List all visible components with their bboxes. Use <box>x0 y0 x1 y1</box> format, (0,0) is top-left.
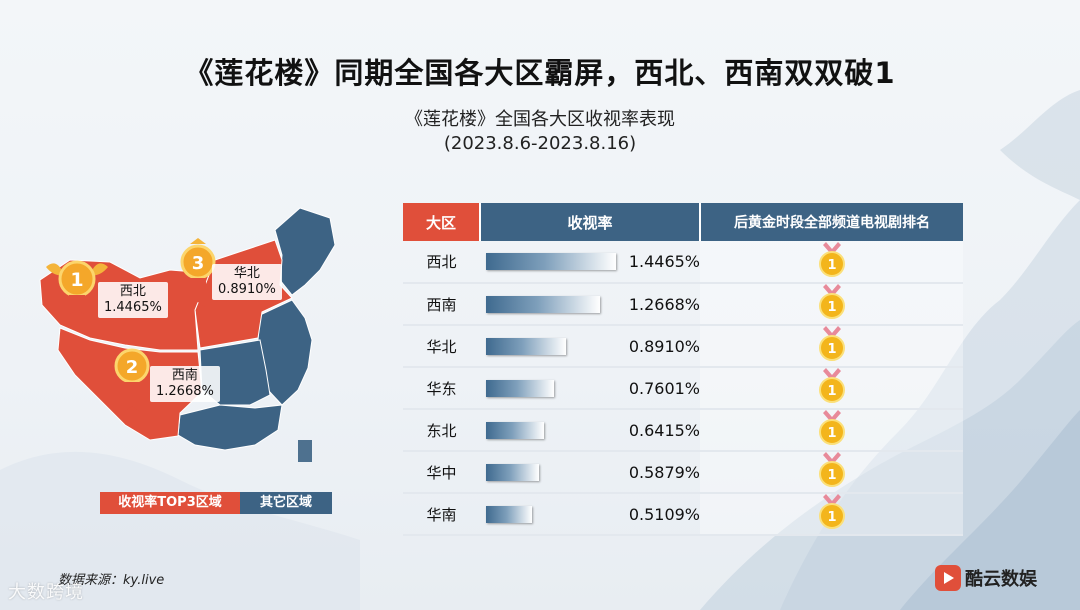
brand-name: 酷云数娱 <box>965 569 1037 590</box>
rank-cell: 1 <box>700 325 963 368</box>
rating-bar <box>486 380 554 397</box>
rating-cell: 0.7601% <box>480 367 700 410</box>
rating-value: 0.8910% <box>628 337 700 356</box>
table-row: 西南 1.2668% 1 <box>403 283 963 326</box>
rating-bar <box>486 296 600 313</box>
gold-medal-icon: 1 <box>818 241 845 277</box>
rank-number: 1 <box>827 384 836 399</box>
rank-cell: 1 <box>700 451 963 494</box>
map-label-value: 1.4465% <box>104 300 162 315</box>
rank-2-medal-icon: 2 <box>114 348 150 412</box>
rating-bar <box>486 253 616 270</box>
rank-number: 1 <box>827 510 836 525</box>
gold-medal-icon: 1 <box>818 494 845 529</box>
rating-bar <box>486 422 544 439</box>
rank-number: 1 <box>827 342 836 357</box>
rank-number: 1 <box>827 300 836 315</box>
rating-value: 0.5109% <box>628 505 700 524</box>
china-region-map: 1 3 2 西北 1.4465% 华北 0.8910% 西南 1.2668% <box>30 200 340 520</box>
subtitle-line-2: (2023.8.6-2023.8.16) <box>443 133 637 154</box>
header-rating: 收视率 <box>479 203 700 241</box>
rank-3-number: 3 <box>192 253 205 274</box>
region-cell: 东北 <box>403 409 480 452</box>
table-body: 西北 1.4465% 1 西南 1.2668% 1 华北 0.8910% 1 华东 0.7601% 1… <box>403 241 963 536</box>
table-row: 华东 0.7601% 1 <box>403 367 963 410</box>
rank-cell: 1 <box>700 367 963 410</box>
rank-cell: 1 <box>700 493 963 536</box>
region-cell: 西北 <box>403 241 480 284</box>
rank-cell: 1 <box>700 241 963 284</box>
rating-value: 0.6415% <box>628 421 700 440</box>
rating-value: 0.5879% <box>628 463 700 482</box>
rating-value: 1.2668% <box>628 295 700 314</box>
rank-3-medal-icon: 3 <box>180 238 216 308</box>
south-sea-inset <box>298 440 312 462</box>
rating-cell: 0.5109% <box>480 493 700 536</box>
map-region-northeast <box>274 207 336 296</box>
rating-bar <box>486 338 566 355</box>
map-legend: 收视率TOP3区域 其它区域 <box>100 492 332 514</box>
table-row: 西北 1.4465% 1 <box>403 241 963 284</box>
chart-subtitle: 《莲花楼》全国各大区收视率表现 (2023.8.6-2023.8.16) <box>0 108 1080 156</box>
map-region-south <box>177 404 283 451</box>
rating-cell: 1.4465% <box>480 241 700 284</box>
region-cell: 华北 <box>403 325 480 368</box>
map-label-value: 1.2668% <box>156 384 214 399</box>
map-label-region: 西北 <box>119 284 146 299</box>
map-label-value: 0.8910% <box>218 282 276 297</box>
map-label-region: 西南 <box>171 368 198 383</box>
table-row: 华中 0.5879% 1 <box>403 451 963 494</box>
rank-1-number: 1 <box>70 269 83 291</box>
rank-number: 1 <box>827 426 836 441</box>
rank-cell: 1 <box>700 409 963 452</box>
data-source: 数据来源：ky.live <box>58 573 165 588</box>
rating-cell: 1.2668% <box>480 283 700 326</box>
rating-bar <box>486 506 532 523</box>
legend-other: 其它区域 <box>240 492 332 514</box>
rating-value: 0.7601% <box>628 379 700 398</box>
rank-2-number: 2 <box>126 357 139 378</box>
gold-medal-icon: 1 <box>818 326 845 361</box>
gold-medal-icon: 1 <box>818 284 845 319</box>
rank-1-medal-icon: 1 <box>46 260 108 315</box>
rating-table: 大区 收视率 后黄金时段全部频道电视剧排名 西北 1.4465% 1 西南 1.2668… <box>403 203 963 536</box>
table-row: 东北 0.6415% 1 <box>403 409 963 452</box>
map-label-north: 华北 0.8910% <box>212 264 282 300</box>
map-label-northwest: 西北 1.4465% <box>98 282 168 318</box>
page-title: 《莲花楼》同期全国各大区霸屏，西北、西南双双破1 <box>184 56 896 90</box>
rating-cell: 0.8910% <box>480 325 700 368</box>
region-cell: 华中 <box>403 451 480 494</box>
rank-number: 1 <box>827 468 836 483</box>
gold-medal-icon: 1 <box>818 410 845 445</box>
rating-cell: 0.5879% <box>480 451 700 494</box>
legend-top3: 收视率TOP3区域 <box>100 492 240 514</box>
play-logo-icon <box>935 565 961 591</box>
gold-medal-icon: 1 <box>818 452 845 487</box>
subtitle-line-1: 《莲花楼》全国各大区收视率表现 <box>405 109 675 130</box>
region-cell: 西南 <box>403 283 480 326</box>
brand-logo: 酷云数娱 <box>935 565 1037 591</box>
table-row: 华北 0.8910% 1 <box>403 325 963 368</box>
region-cell: 华东 <box>403 367 480 410</box>
rating-value: 1.4465% <box>628 252 700 271</box>
map-label-southwest: 西南 1.2668% <box>150 366 220 402</box>
region-cell: 华南 <box>403 493 480 536</box>
header-rank: 后黄金时段全部频道电视剧排名 <box>699 203 963 241</box>
rating-cell: 0.6415% <box>480 409 700 452</box>
map-label-region: 华北 <box>233 266 260 281</box>
table-row: 华南 0.5109% 1 <box>403 493 963 536</box>
watermark: 大数跨境 <box>8 582 84 603</box>
rank-number: 1 <box>827 258 836 273</box>
gold-medal-icon: 1 <box>818 368 845 403</box>
rating-bar <box>486 464 539 481</box>
rank-cell: 1 <box>700 283 963 326</box>
header-region: 大区 <box>403 203 480 241</box>
